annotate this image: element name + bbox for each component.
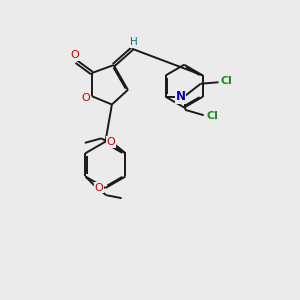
Text: Cl: Cl	[206, 111, 218, 122]
Text: Cl: Cl	[221, 76, 233, 86]
Text: O: O	[107, 137, 116, 147]
Text: N: N	[176, 90, 186, 103]
Text: O: O	[70, 50, 79, 60]
Text: O: O	[94, 183, 103, 193]
Text: H: H	[130, 37, 138, 47]
Text: O: O	[81, 93, 90, 103]
